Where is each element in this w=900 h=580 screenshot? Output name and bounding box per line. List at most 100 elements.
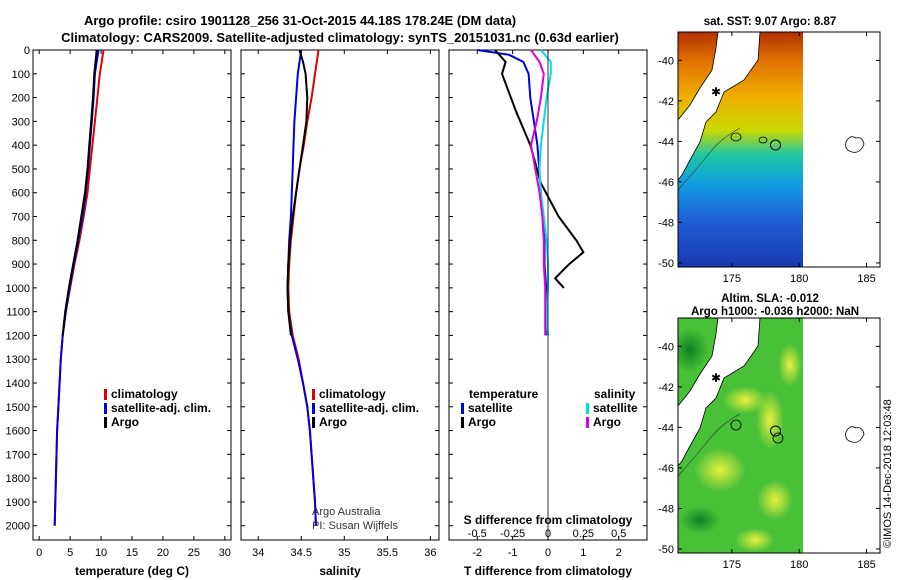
legend-swatch: [104, 417, 107, 428]
map-y-tick-label: -46: [658, 463, 674, 475]
sla-map: ✱: [678, 318, 880, 553]
credit-line1: Argo Australia: [312, 506, 381, 518]
legend-label: Argo: [593, 415, 621, 429]
x-tick-label: 0: [36, 547, 42, 559]
x-tick-label: 1: [580, 547, 586, 559]
legend-label: satellite: [468, 401, 513, 415]
sla-bathy-contour: [772, 432, 784, 444]
sst-map: ✱: [678, 32, 880, 267]
credit-line2: PI: Susan Wijffels: [312, 520, 398, 532]
sst-no-data: [803, 32, 880, 267]
y-tick-label: 1800: [6, 473, 30, 485]
x-tick-label: 35: [338, 547, 350, 559]
difference-series-satellite: [538, 49, 552, 336]
s-diff-tick-label: 0: [545, 528, 551, 540]
timestamp-stamp: ©IMOS 14-Dec-2018 12:03:48: [882, 399, 894, 548]
sst-map-frame: [677, 31, 881, 268]
temperature-xlabel: temperature (deg C): [75, 564, 189, 578]
y-tick-label: 1500: [6, 402, 30, 414]
x-tick-label: 0: [545, 547, 551, 559]
x-tick-label: 15: [126, 547, 138, 559]
map-y-tick-label: -40: [658, 341, 674, 353]
sst-map-axes: -40 -42 -44 -46 -48 -50 175 180 185: [658, 31, 881, 285]
x-tick-label: 2: [616, 547, 622, 559]
map-y-tick-label: -48: [658, 503, 674, 515]
map-y-tick-label: -44: [658, 422, 674, 434]
s-diff-tick-label: -0.5: [468, 528, 487, 540]
legend-title-temperature: temperature: [469, 387, 539, 401]
legend-label: Argo: [468, 415, 496, 429]
figure-title-line2: Climatology: CARS2009. Satellite-adjuste…: [61, 30, 619, 45]
legend-label: Argo: [111, 415, 139, 429]
difference-panel: -2 -1 0 1 2 T difference from climatology -0.5…: [448, 49, 648, 578]
y-tick-label: 1300: [6, 354, 30, 366]
y-tick-label: 800: [12, 235, 30, 247]
map-y-tick-label: -42: [658, 96, 674, 108]
sla-land: [678, 318, 784, 477]
map-x-tick-label: 185: [857, 559, 875, 571]
y-tick-label: 900: [12, 259, 30, 271]
map-y-tick-label: -46: [658, 177, 674, 189]
y-tick-label: 600: [12, 188, 30, 200]
map-x-tick-label: 175: [723, 559, 741, 571]
legend-swatch: [312, 389, 315, 400]
y-tick-label: 1900: [6, 497, 30, 509]
temperature-panel: 0100200300400500600700800900100011001200…: [6, 45, 232, 578]
map-y-tick-label: -42: [658, 382, 674, 394]
salinity-series-argo: [286, 49, 309, 336]
argo-position-marker: [769, 139, 781, 151]
map-y-tick-label: -50: [658, 544, 674, 556]
s-diff-label: S difference from climatology: [464, 513, 633, 527]
salinity-series-satellite-adj-clim-: [286, 49, 317, 526]
map-x-tick-label: 185: [857, 273, 875, 285]
chatham-islands-outline: [845, 136, 865, 153]
map-y-tick-label: -40: [658, 55, 674, 67]
sst-map-title: sat. SST: 9.07 Argo: 8.87: [704, 16, 837, 28]
x-tick-label: 36: [424, 547, 436, 559]
temperature-frame: [32, 49, 232, 541]
sla-no-data: [803, 318, 880, 553]
sla-map-title: Altim. SLA: -0.012: [721, 293, 819, 305]
sst-land: [678, 32, 768, 191]
argo-position-marker: [769, 425, 781, 437]
x-tick-label: 25: [188, 547, 200, 559]
temperature-series-climatology: [53, 49, 105, 526]
salinity-panel: 34 34.5 35 35.5 36 salinity climatologysatelli…: [240, 49, 440, 578]
sst-bathy-contour: [758, 136, 768, 144]
sla-bathy-contour: [730, 419, 742, 431]
legend-label: climatology: [111, 387, 178, 401]
legend-swatch: [586, 417, 589, 428]
y-tick-label: 1100: [6, 307, 30, 319]
sla-anomalies: [678, 328, 802, 552]
y-tick-label: 1600: [6, 426, 30, 438]
legend-label: satellite-adj. clim.: [319, 401, 419, 415]
map-y-tick-label: -44: [658, 136, 674, 148]
legend-swatch: [312, 417, 315, 428]
x-tick-label: 34: [252, 547, 264, 559]
y-tick-label: 1000: [6, 283, 30, 295]
map-x-tick-label: 180: [790, 273, 808, 285]
x-tick-label: 35.5: [377, 547, 398, 559]
sla-isobath: [678, 413, 741, 477]
legend-title-salinity: salinity: [594, 387, 636, 401]
legend-label: satellite-adj. clim.: [111, 401, 211, 415]
s-diff-tick-label: 0.5: [611, 528, 626, 540]
y-tick-label: 1200: [6, 330, 30, 342]
y-tick-label: 200: [12, 93, 30, 105]
x-tick-label: 30: [219, 547, 231, 559]
sst-bathy-contour: [730, 132, 742, 142]
legend-swatch: [586, 403, 589, 414]
legend-swatch: [461, 403, 464, 414]
map-y-tick-label: -48: [658, 217, 674, 229]
s-diff-tick-label: 0.25: [573, 528, 594, 540]
x-tick-label: 34.5: [291, 547, 312, 559]
y-tick-label: 1700: [6, 449, 30, 461]
salinity-xlabel: salinity: [319, 564, 361, 578]
sla-coastline: [678, 318, 761, 467]
y-tick-label: 700: [12, 212, 30, 224]
figure-title-line1: Argo profile: csiro 1901128_256 31-Oct-2…: [84, 13, 516, 28]
sst-isobath: [678, 127, 741, 191]
salinity-series-climatology: [287, 49, 320, 526]
legend-swatch: [461, 417, 464, 428]
